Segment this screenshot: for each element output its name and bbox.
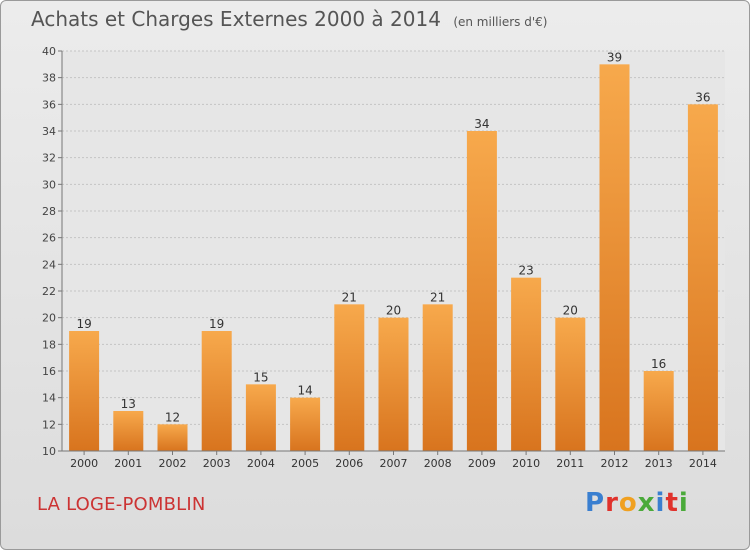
bar-2004: [245, 384, 276, 451]
bar-2003: [201, 331, 232, 451]
logo-letter: i: [655, 488, 666, 518]
bar-2014: [687, 104, 718, 451]
data-label: 21: [430, 290, 445, 304]
bar-2007: [378, 317, 409, 451]
data-label: 19: [209, 317, 224, 331]
bar-2001: [113, 411, 144, 451]
x-tick-label: 2001: [114, 457, 142, 470]
logo-letter: r: [605, 488, 619, 518]
x-tick-label: 2014: [689, 457, 717, 470]
y-tick-label: 20: [42, 312, 56, 325]
x-tick-label: 2011: [556, 457, 584, 470]
data-label: 20: [386, 304, 401, 318]
x-tick-label: 2005: [291, 457, 319, 470]
y-tick-label: 12: [42, 418, 56, 431]
commune-name: LA LOGE-POMBLIN: [37, 494, 206, 515]
data-label: 15: [253, 370, 268, 384]
data-label: 16: [651, 357, 666, 371]
unit-label: (en milliers d'€): [453, 15, 548, 29]
x-tick-label: 2010: [512, 457, 540, 470]
logo-letter: i: [678, 488, 689, 518]
y-tick-label: 24: [42, 258, 56, 271]
data-label: 34: [474, 117, 489, 131]
bar-2006: [334, 304, 365, 451]
y-tick-label: 26: [42, 232, 56, 245]
logo-letter: t: [665, 488, 679, 518]
y-tick-label: 34: [42, 125, 56, 138]
y-tick-label: 16: [42, 365, 56, 378]
y-tick-label: 30: [42, 178, 56, 191]
bar-2005: [290, 397, 321, 451]
logo-letter: x: [637, 488, 656, 518]
x-tick-label: 2002: [159, 457, 187, 470]
x-tick-label: 2013: [645, 457, 673, 470]
data-label: 21: [342, 290, 357, 304]
proxiti-logo[interactable]: Proxiti: [585, 488, 689, 518]
y-tick-label: 38: [42, 72, 56, 85]
logo-letter: o: [618, 488, 638, 518]
data-label: 39: [607, 50, 622, 64]
y-tick-label: 28: [42, 205, 56, 218]
bar-2002: [157, 424, 188, 451]
data-label: 23: [518, 264, 533, 278]
x-axis: 2000 2001 2002 2003 2004 2005 2006 2007 2008 2009…: [62, 450, 725, 470]
bar-2008: [422, 304, 453, 451]
x-tick-label: 2003: [203, 457, 231, 470]
bar-2012: [599, 64, 630, 452]
data-labels: 19 13 12 19 15 14 21 20 21 34 23 20 39 16 36: [76, 50, 710, 424]
data-label: 36: [695, 90, 710, 104]
chart-title: Achats et Charges Externes 2000 à 2014 (…: [31, 7, 547, 31]
y-axis: 10 12 14 16 18 20 22 24 26 28 30 32 34 36 38 40: [42, 45, 63, 458]
data-label: 12: [165, 410, 180, 424]
x-tick-label: 2004: [247, 457, 275, 470]
x-tick-label: 2009: [468, 457, 496, 470]
bar-2011: [555, 317, 586, 451]
y-tick-label: 14: [42, 392, 56, 405]
x-tick-label: 2012: [601, 457, 629, 470]
bar-2000: [69, 331, 100, 451]
data-label: 13: [121, 397, 136, 411]
y-tick-label: 10: [42, 445, 56, 458]
y-tick-label: 32: [42, 152, 56, 165]
data-label: 19: [76, 317, 91, 331]
y-tick-label: 40: [42, 45, 56, 58]
bar-2013: [643, 371, 674, 451]
bar-2010: [511, 277, 542, 451]
x-tick-label: 2007: [380, 457, 408, 470]
logo-letter: P: [585, 488, 606, 518]
x-tick-label: 2008: [424, 457, 452, 470]
x-tick-label: 2000: [70, 457, 98, 470]
bars: [69, 64, 718, 452]
y-tick-label: 18: [42, 338, 56, 351]
x-tick-label: 2006: [335, 457, 363, 470]
data-label: 14: [297, 384, 312, 398]
y-tick-label: 36: [42, 98, 56, 111]
bar-2009: [466, 131, 497, 451]
y-tick-label: 22: [42, 285, 56, 298]
title-text: Achats et Charges Externes 2000 à 2014: [31, 7, 441, 31]
data-label: 20: [563, 304, 578, 318]
